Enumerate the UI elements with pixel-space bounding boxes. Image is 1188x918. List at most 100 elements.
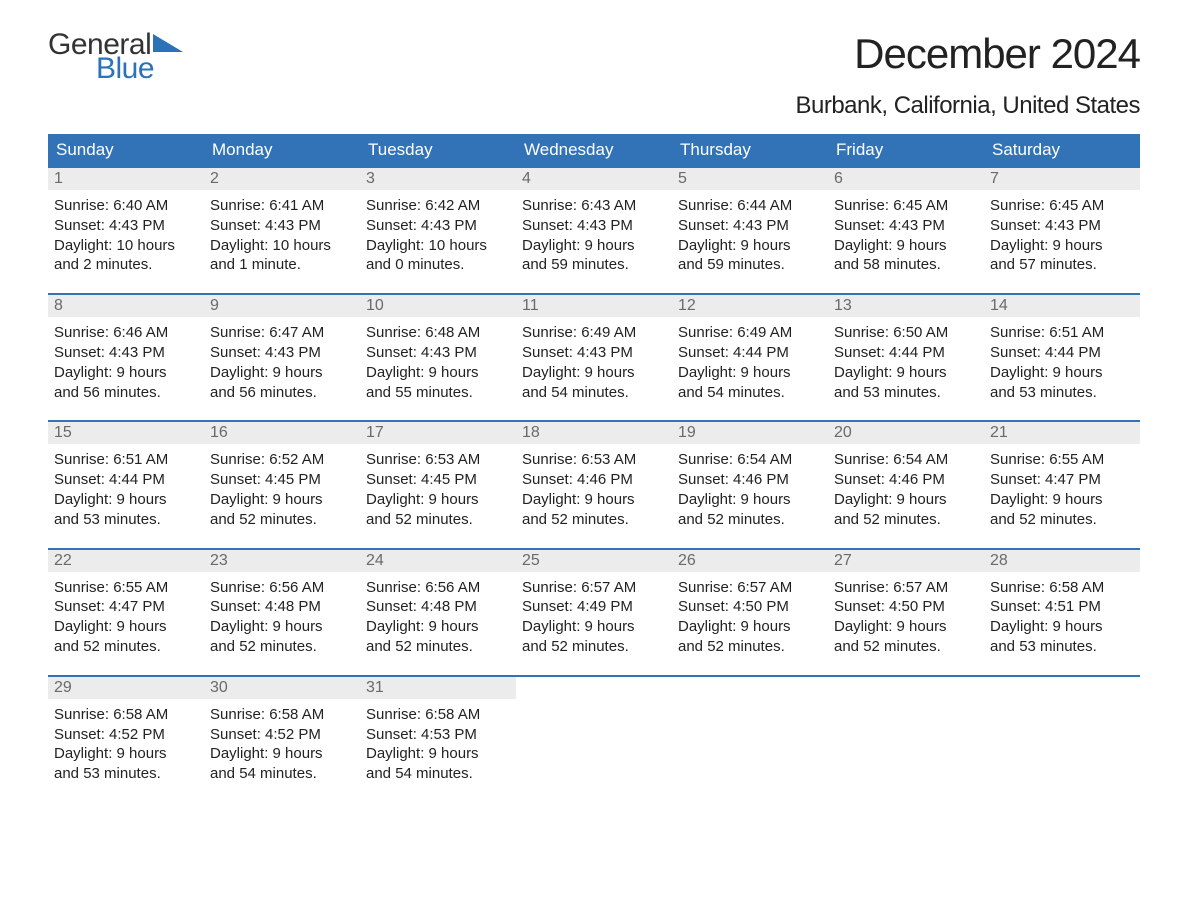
- daylight-text-2: and 54 minutes.: [366, 764, 510, 784]
- day-cell: 28Sunrise: 6:58 AMSunset: 4:51 PMDayligh…: [984, 550, 1140, 661]
- sunset-text: Sunset: 4:45 PM: [210, 470, 354, 490]
- sunrise-text: Sunrise: 6:54 AM: [834, 450, 978, 470]
- day-body: Sunrise: 6:55 AMSunset: 4:47 PMDaylight:…: [48, 572, 204, 661]
- sunset-text: Sunset: 4:50 PM: [678, 597, 822, 617]
- day-number: 24: [360, 550, 516, 572]
- header: General Blue December 2024 Burbank, Cali…: [48, 30, 1140, 120]
- brand-flag-icon: [153, 34, 183, 56]
- dow-cell: Tuesday: [360, 134, 516, 166]
- daylight-text-2: and 59 minutes.: [678, 255, 822, 275]
- sunrise-text: Sunrise: 6:49 AM: [678, 323, 822, 343]
- daylight-text-2: and 56 minutes.: [210, 383, 354, 403]
- daylight-text-2: and 52 minutes.: [54, 637, 198, 657]
- daylight-text-2: and 52 minutes.: [990, 510, 1134, 530]
- sunset-text: Sunset: 4:45 PM: [366, 470, 510, 490]
- day-cell: 4Sunrise: 6:43 AMSunset: 4:43 PMDaylight…: [516, 168, 672, 279]
- day-body: Sunrise: 6:46 AMSunset: 4:43 PMDaylight:…: [48, 317, 204, 406]
- sunset-text: Sunset: 4:48 PM: [210, 597, 354, 617]
- day-number: 13: [828, 295, 984, 317]
- sunrise-text: Sunrise: 6:56 AM: [366, 578, 510, 598]
- day-number: 9: [204, 295, 360, 317]
- day-body: Sunrise: 6:53 AMSunset: 4:46 PMDaylight:…: [516, 444, 672, 533]
- day-cell: 2Sunrise: 6:41 AMSunset: 4:43 PMDaylight…: [204, 168, 360, 279]
- sunset-text: Sunset: 4:44 PM: [990, 343, 1134, 363]
- day-of-week-header: SundayMondayTuesdayWednesdayThursdayFrid…: [48, 134, 1140, 166]
- day-cell: [984, 677, 1140, 788]
- day-body: Sunrise: 6:57 AMSunset: 4:50 PMDaylight:…: [672, 572, 828, 661]
- daylight-text-1: Daylight: 9 hours: [54, 363, 198, 383]
- sunset-text: Sunset: 4:44 PM: [678, 343, 822, 363]
- day-body: Sunrise: 6:54 AMSunset: 4:46 PMDaylight:…: [672, 444, 828, 533]
- sunrise-text: Sunrise: 6:41 AM: [210, 196, 354, 216]
- daylight-text-2: and 54 minutes.: [210, 764, 354, 784]
- sunset-text: Sunset: 4:53 PM: [366, 725, 510, 745]
- day-body: Sunrise: 6:51 AMSunset: 4:44 PMDaylight:…: [48, 444, 204, 533]
- sunrise-text: Sunrise: 6:52 AM: [210, 450, 354, 470]
- daylight-text-1: Daylight: 9 hours: [210, 617, 354, 637]
- daylight-text-1: Daylight: 9 hours: [366, 490, 510, 510]
- sunset-text: Sunset: 4:43 PM: [210, 343, 354, 363]
- week-row: 8Sunrise: 6:46 AMSunset: 4:43 PMDaylight…: [48, 293, 1140, 406]
- day-cell: 6Sunrise: 6:45 AMSunset: 4:43 PMDaylight…: [828, 168, 984, 279]
- sunset-text: Sunset: 4:44 PM: [834, 343, 978, 363]
- day-cell: 25Sunrise: 6:57 AMSunset: 4:49 PMDayligh…: [516, 550, 672, 661]
- dow-cell: Thursday: [672, 134, 828, 166]
- day-body: Sunrise: 6:57 AMSunset: 4:50 PMDaylight:…: [828, 572, 984, 661]
- day-cell: 26Sunrise: 6:57 AMSunset: 4:50 PMDayligh…: [672, 550, 828, 661]
- dow-cell: Friday: [828, 134, 984, 166]
- sunrise-text: Sunrise: 6:58 AM: [366, 705, 510, 725]
- daylight-text-2: and 1 minute.: [210, 255, 354, 275]
- day-cell: 16Sunrise: 6:52 AMSunset: 4:45 PMDayligh…: [204, 422, 360, 533]
- sunset-text: Sunset: 4:49 PM: [522, 597, 666, 617]
- day-number: [828, 677, 984, 699]
- dow-cell: Monday: [204, 134, 360, 166]
- day-body: Sunrise: 6:58 AMSunset: 4:53 PMDaylight:…: [360, 699, 516, 788]
- day-cell: 29Sunrise: 6:58 AMSunset: 4:52 PMDayligh…: [48, 677, 204, 788]
- day-number: 2: [204, 168, 360, 190]
- day-number: 8: [48, 295, 204, 317]
- sunset-text: Sunset: 4:43 PM: [522, 343, 666, 363]
- daylight-text-1: Daylight: 9 hours: [678, 617, 822, 637]
- day-number: 30: [204, 677, 360, 699]
- day-cell: 24Sunrise: 6:56 AMSunset: 4:48 PMDayligh…: [360, 550, 516, 661]
- day-number: 16: [204, 422, 360, 444]
- day-number: 12: [672, 295, 828, 317]
- sunset-text: Sunset: 4:43 PM: [990, 216, 1134, 236]
- dow-cell: Wednesday: [516, 134, 672, 166]
- day-body: Sunrise: 6:49 AMSunset: 4:44 PMDaylight:…: [672, 317, 828, 406]
- day-number: [672, 677, 828, 699]
- day-number: 18: [516, 422, 672, 444]
- day-cell: 22Sunrise: 6:55 AMSunset: 4:47 PMDayligh…: [48, 550, 204, 661]
- sunrise-text: Sunrise: 6:42 AM: [366, 196, 510, 216]
- day-cell: 7Sunrise: 6:45 AMSunset: 4:43 PMDaylight…: [984, 168, 1140, 279]
- day-cell: 23Sunrise: 6:56 AMSunset: 4:48 PMDayligh…: [204, 550, 360, 661]
- day-body: Sunrise: 6:58 AMSunset: 4:52 PMDaylight:…: [48, 699, 204, 788]
- day-cell: 27Sunrise: 6:57 AMSunset: 4:50 PMDayligh…: [828, 550, 984, 661]
- daylight-text-1: Daylight: 9 hours: [678, 236, 822, 256]
- daylight-text-2: and 53 minutes.: [54, 764, 198, 784]
- daylight-text-2: and 52 minutes.: [522, 510, 666, 530]
- daylight-text-2: and 53 minutes.: [54, 510, 198, 530]
- day-body: Sunrise: 6:45 AMSunset: 4:43 PMDaylight:…: [984, 190, 1140, 279]
- day-cell: [672, 677, 828, 788]
- day-cell: [828, 677, 984, 788]
- day-body: Sunrise: 6:50 AMSunset: 4:44 PMDaylight:…: [828, 317, 984, 406]
- daylight-text-1: Daylight: 9 hours: [210, 744, 354, 764]
- sunrise-text: Sunrise: 6:57 AM: [522, 578, 666, 598]
- day-number: 26: [672, 550, 828, 572]
- daylight-text-1: Daylight: 9 hours: [834, 363, 978, 383]
- day-cell: 12Sunrise: 6:49 AMSunset: 4:44 PMDayligh…: [672, 295, 828, 406]
- day-cell: 15Sunrise: 6:51 AMSunset: 4:44 PMDayligh…: [48, 422, 204, 533]
- daylight-text-1: Daylight: 9 hours: [54, 744, 198, 764]
- day-cell: 20Sunrise: 6:54 AMSunset: 4:46 PMDayligh…: [828, 422, 984, 533]
- day-number: 20: [828, 422, 984, 444]
- daylight-text-2: and 54 minutes.: [522, 383, 666, 403]
- dow-cell: Sunday: [48, 134, 204, 166]
- daylight-text-1: Daylight: 10 hours: [54, 236, 198, 256]
- day-cell: 18Sunrise: 6:53 AMSunset: 4:46 PMDayligh…: [516, 422, 672, 533]
- dow-cell: Saturday: [984, 134, 1140, 166]
- day-number: 17: [360, 422, 516, 444]
- day-cell: [516, 677, 672, 788]
- day-body: Sunrise: 6:48 AMSunset: 4:43 PMDaylight:…: [360, 317, 516, 406]
- daylight-text-2: and 56 minutes.: [54, 383, 198, 403]
